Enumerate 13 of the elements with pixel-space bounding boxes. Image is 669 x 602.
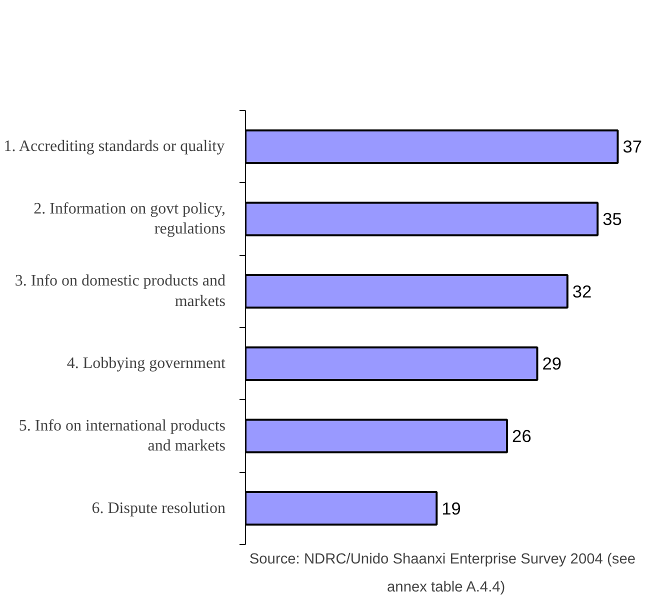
data-label: 19 bbox=[442, 498, 461, 518]
data-label: 26 bbox=[512, 426, 532, 446]
y-tick-label: 2. Information on govt policy, regulations bbox=[34, 200, 226, 238]
data-label: 29 bbox=[542, 354, 562, 374]
data-label: 37 bbox=[622, 136, 642, 157]
y-tick-label: 4. Lobbying government bbox=[66, 355, 226, 372]
data-label: 32 bbox=[572, 281, 592, 302]
data-label: 35 bbox=[602, 209, 622, 229]
y-tick-label: 6. Dispute resolution bbox=[92, 500, 226, 517]
y-tick-label: 1. Accrediting standards or quality bbox=[4, 138, 225, 156]
y-tick-label: 3. Info on domestic products and markets bbox=[14, 272, 226, 310]
source-note: Source: NDRC/Unido Shaanxi Enterprise Survey 2004 (see annex table A.4.4) bbox=[249, 552, 636, 596]
y-tick-label: 5. Info on international products and markets bbox=[18, 417, 226, 455]
